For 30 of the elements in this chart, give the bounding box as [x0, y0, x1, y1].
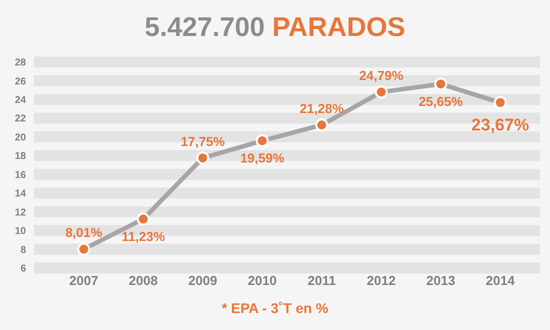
data-label: 25,65% — [418, 94, 464, 110]
data-label: 8,01% — [65, 225, 103, 240]
data-label: 23,67% — [471, 116, 530, 135]
text: * EPA - 3˚T en % — [220, 300, 330, 316]
data-label: 11,23% — [122, 229, 166, 244]
y-tick-label: 24 — [14, 95, 26, 106]
y-tick-label: 26 — [14, 76, 26, 88]
x-tick-label: 2010 — [248, 273, 277, 288]
y-tick-label: 6 — [20, 264, 26, 275]
x-tick-label: 2008 — [128, 273, 158, 288]
data-label: 21,28% — [300, 100, 344, 116]
y-tick-label: 16 — [14, 170, 26, 181]
y-tick-label: 10 — [14, 226, 26, 238]
x-tick-label: 2009 — [188, 273, 218, 288]
y-tick-label: 12 — [14, 207, 26, 218]
x-tick-label: 2013 — [426, 273, 456, 288]
data-label: 19,59% — [240, 150, 285, 166]
y-tick-label: 18 — [14, 151, 26, 162]
y-tick-label: 28 — [14, 58, 26, 69]
y-tick-label: 22 — [14, 114, 26, 125]
x-tick-label: 2014 — [486, 273, 516, 288]
x-tick-label: 2011 — [308, 273, 336, 288]
y-tick-label: 14 — [14, 188, 26, 200]
y-tick-label: 20 — [14, 132, 26, 144]
data-label: 24,79% — [359, 68, 404, 84]
x-tick-label: 2007 — [69, 273, 98, 288]
y-tick-label: 8 — [20, 244, 26, 256]
x-tick-label: 2012 — [366, 273, 396, 288]
data-label: 17,75% — [180, 134, 226, 149]
chart-title: 5.427.700 PARADOS — [144, 12, 406, 42]
